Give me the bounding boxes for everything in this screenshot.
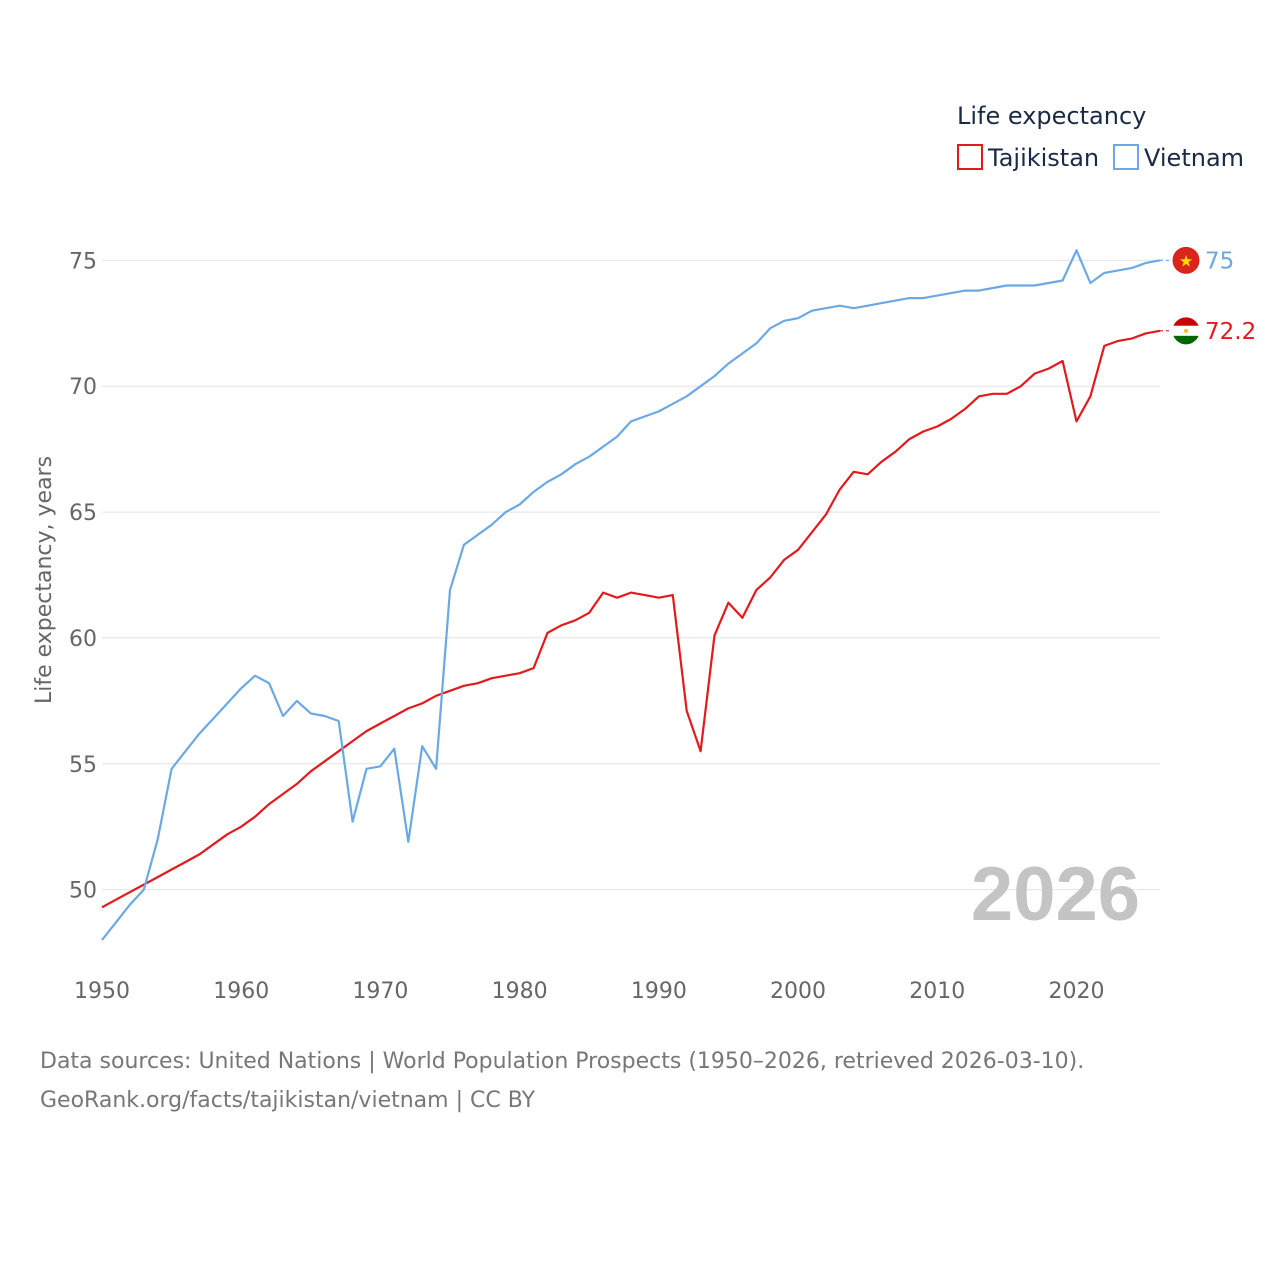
x-tick-label-1960: 1960 xyxy=(213,979,269,1004)
life-expectancy-chart: Life expectancy, years 50 55 60 65 70 75 1950 1… xyxy=(32,102,1256,1004)
x-tick-label-2010: 2010 xyxy=(909,979,965,1004)
y-tick-label-70: 70 xyxy=(69,375,97,400)
flag-vietnam-icon: ★ xyxy=(1171,245,1201,275)
legend-label-tajikistan: Tajikistan xyxy=(987,144,1099,172)
series-line-vietnam[interactable] xyxy=(101,249,1161,941)
grid xyxy=(102,259,1160,891)
x-tick-label-1980: 1980 xyxy=(492,979,548,1004)
footer: Data sources: United Nations | World Pop… xyxy=(40,1042,1084,1120)
x-tick-label-2020: 2020 xyxy=(1048,979,1104,1004)
y-tick-label-75: 75 xyxy=(69,249,97,274)
legend-label-vietnam: Vietnam xyxy=(1144,144,1244,172)
series-lines xyxy=(101,249,1161,941)
data-sources-note: Data sources: United Nations | World Pop… xyxy=(40,1049,1085,1074)
y-axis-title: Life expectancy, years xyxy=(32,456,57,704)
legend-item-tajikistan[interactable]: Tajikistan xyxy=(957,144,1099,172)
legend-swatch-vietnam xyxy=(1113,144,1139,170)
y-tick-label-60: 60 xyxy=(69,627,97,652)
y-tick-label-65: 65 xyxy=(69,501,97,526)
axes: Life expectancy, years 50 55 60 65 70 75 1950 1… xyxy=(32,249,1104,1004)
source-link[interactable]: GeoRank.org/facts/tajikistan/vietnam | C… xyxy=(40,1088,536,1113)
svg-text:★: ★ xyxy=(1179,251,1193,270)
x-tick-label-1970: 1970 xyxy=(352,979,408,1004)
y-tick-label-55: 55 xyxy=(69,753,97,778)
end-markers: 72.2 ★ 75 xyxy=(1160,245,1256,346)
end-value-label-vietnam: 75 xyxy=(1205,248,1234,274)
end-value-label-tajikistan: 72.2 xyxy=(1205,319,1256,345)
y-tick-label-50: 50 xyxy=(69,879,97,904)
legend-swatch-tajikistan xyxy=(957,144,983,170)
legend[interactable]: Life expectancy Tajikistan Vietnam xyxy=(957,102,1244,172)
current-year-label: 2026 xyxy=(971,852,1140,937)
x-tick-label-2000: 2000 xyxy=(770,979,826,1004)
flag-tajikistan-icon xyxy=(1171,316,1201,346)
series-line-tajikistan[interactable] xyxy=(101,329,1161,909)
x-tick-label-1950: 1950 xyxy=(74,979,130,1004)
legend-title: Life expectancy xyxy=(957,102,1146,130)
x-tick-label-1990: 1990 xyxy=(631,979,687,1004)
legend-item-vietnam[interactable]: Vietnam xyxy=(1113,144,1244,172)
